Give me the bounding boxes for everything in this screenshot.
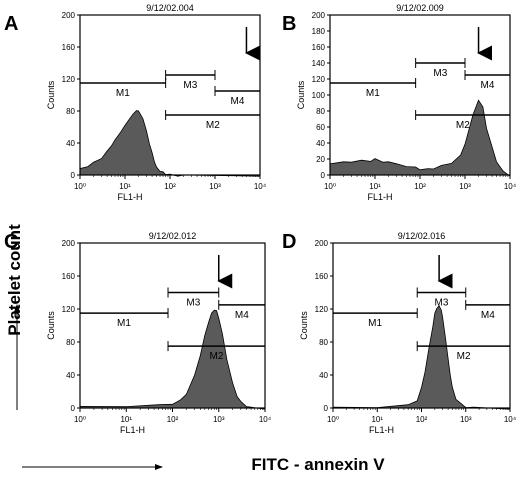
- x-tick-label: 10¹: [371, 415, 383, 424]
- x-tick-label: 10⁴: [504, 415, 517, 424]
- x-tick-label: 10¹: [119, 182, 131, 191]
- y-tick-label: 140: [312, 59, 326, 68]
- marker-label-m4: M4: [481, 310, 495, 321]
- marker-label-m1: M1: [366, 88, 380, 99]
- y-axis-title: Counts: [46, 311, 56, 340]
- y-tick-label: 120: [62, 75, 76, 84]
- y-tick-label: 80: [316, 107, 325, 116]
- x-axis-title: FL1-H: [117, 192, 142, 202]
- panel-c: C 9/12/02.012 0 40 80 120 160 200 10⁰ 10¹ 10² 10³ 10…: [4, 231, 272, 435]
- x-axis-title: FL1-H: [367, 192, 392, 202]
- panel-title: 9/12/02.009: [396, 3, 444, 13]
- y-tick-label: 160: [312, 43, 326, 52]
- y-tick-label: 80: [319, 338, 328, 347]
- x-tick-label: 10⁰: [74, 415, 86, 424]
- marker-label-m3: M3: [186, 298, 200, 309]
- marker-label-m3: M3: [433, 68, 447, 79]
- y-tick-label: 120: [315, 305, 329, 314]
- y-tick-label: 0: [324, 404, 329, 413]
- y-tick-label: 40: [319, 371, 328, 380]
- y-tick-label: 160: [315, 272, 329, 281]
- x-tick-label: 10²: [416, 415, 428, 424]
- y-tick-label: 160: [62, 43, 76, 52]
- marker-label-m2: M2: [457, 351, 471, 362]
- y-tick-label: 80: [66, 338, 75, 347]
- x-tick-label: 10²: [164, 182, 176, 191]
- x-tick-label: 10²: [167, 415, 179, 424]
- y-tick-label: 60: [316, 123, 325, 132]
- histogram-area: [329, 99, 511, 177]
- y-tick-label: 200: [312, 11, 326, 20]
- x-tick-label: 10⁰: [324, 182, 336, 191]
- x-tick-label: 10²: [414, 182, 426, 191]
- y-tick-label: 0: [71, 404, 76, 413]
- panel-letter: B: [282, 13, 296, 35]
- x-axis-title: FL1-H: [120, 425, 145, 435]
- x-tick-label: 10⁴: [254, 182, 267, 191]
- y-tick-label: 180: [312, 27, 326, 36]
- panel-d: D 9/12/02.016 0 40 80 120 160 200 10⁰ 10¹ 10² 10³ 10…: [282, 231, 517, 435]
- x-axis-label: FITC - annexin V: [251, 455, 385, 474]
- y-tick-label: 200: [62, 11, 76, 20]
- y-tick-label: 100: [312, 91, 326, 100]
- marker-label-m4: M4: [481, 80, 495, 91]
- marker-label-m1: M1: [117, 318, 131, 329]
- y-tick-label: 40: [66, 371, 75, 380]
- y-tick-label: 40: [316, 139, 325, 148]
- panel-b: B 9/12/02.009 0 20 40 60 80 100 120 140 160 180 200 1…: [282, 3, 517, 202]
- y-tick-label: 80: [66, 107, 75, 116]
- x-tick-label: 10³: [213, 415, 225, 424]
- plot-frame: [79, 242, 266, 409]
- x-tick-label: 10⁴: [259, 415, 272, 424]
- panel-letter: C: [4, 231, 18, 253]
- panel-a: A 9/12/02.004 0 40 80 120 160 200 10⁰ 10¹ 10² 10³ 10…: [4, 3, 267, 202]
- y-tick-label: 40: [66, 139, 75, 148]
- panel-letter: A: [4, 13, 18, 35]
- histogram-area: [79, 309, 266, 410]
- histogram-area: [332, 304, 511, 410]
- histogram-area: [79, 110, 261, 177]
- y-axis-title: Counts: [296, 80, 306, 109]
- marker-label-m4: M4: [235, 310, 249, 321]
- x-tick-label: 10³: [209, 182, 221, 191]
- y-axis-title: Counts: [46, 80, 56, 109]
- y-tick-label: 120: [62, 305, 76, 314]
- y-tick-label: 20: [316, 155, 325, 164]
- plot-frame: [332, 242, 511, 409]
- x-tick-label: 10⁴: [504, 182, 517, 191]
- panel-title: 9/12/02.016: [398, 231, 446, 241]
- x-tick-label: 10¹: [120, 415, 132, 424]
- x-tick-label: 10⁰: [74, 182, 86, 191]
- panel-title: 9/12/02.004: [146, 3, 194, 13]
- y-tick-label: 0: [71, 171, 76, 180]
- y-tick-label: 200: [62, 239, 76, 248]
- marker-label-m1: M1: [368, 318, 382, 329]
- panel-title: 9/12/02.012: [149, 231, 197, 241]
- x-tick-label: 10¹: [369, 182, 381, 191]
- panel-letter: D: [282, 231, 296, 253]
- x-tick-label: 10³: [459, 182, 471, 191]
- x-tick-label: 10³: [460, 415, 472, 424]
- marker-label-m2: M2: [206, 120, 220, 131]
- marker-label-m3: M3: [183, 80, 197, 91]
- marker-label-m4: M4: [231, 96, 245, 107]
- marker-label-m2: M2: [210, 351, 224, 362]
- y-axis-title: Counts: [299, 311, 309, 340]
- y-tick-label: 0: [321, 171, 326, 180]
- y-tick-label: 160: [62, 272, 76, 281]
- x-axis-title: FL1-H: [369, 425, 394, 435]
- y-tick-label: 120: [312, 75, 326, 84]
- y-axis-label: Platelet count: [5, 224, 24, 336]
- marker-label-m2: M2: [456, 120, 470, 131]
- x-tick-label: 10⁰: [327, 415, 339, 424]
- y-tick-label: 200: [315, 239, 329, 248]
- marker-label-m3: M3: [435, 298, 449, 309]
- marker-label-m1: M1: [116, 88, 130, 99]
